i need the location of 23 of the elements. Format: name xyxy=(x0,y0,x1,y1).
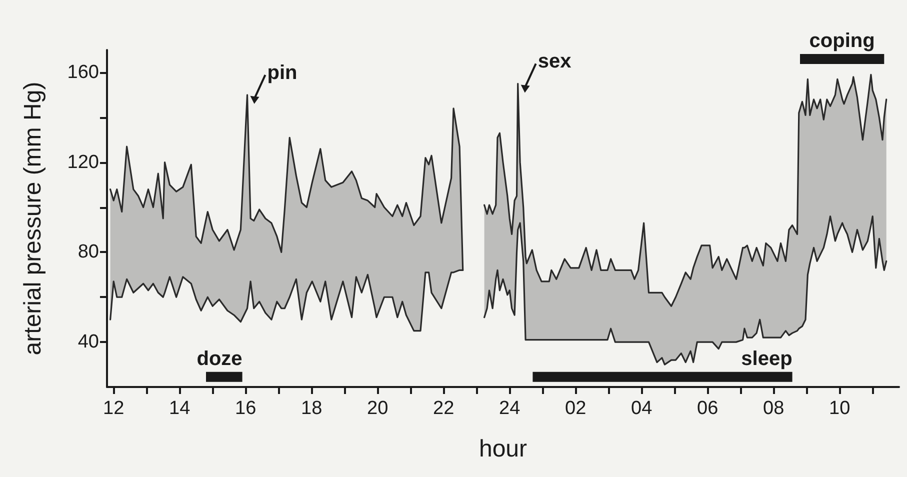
x-tick-label: 02 xyxy=(565,398,586,419)
x-tick-label: 16 xyxy=(235,398,256,419)
x-tick-label: 12 xyxy=(103,398,124,419)
x-tick-label: 06 xyxy=(697,398,718,419)
y-tick-label: 40 xyxy=(78,332,99,353)
series-label: sleep xyxy=(741,348,792,370)
annotation: sex xyxy=(538,50,572,73)
series-label: doze xyxy=(196,348,242,370)
y-tick-label: 160 xyxy=(67,62,99,83)
x-tick-label: 20 xyxy=(367,398,388,419)
x-tick-label: 04 xyxy=(631,398,653,419)
y-axis-title: arterial pressure (mm Hg) xyxy=(20,82,46,356)
x-tick-label: 14 xyxy=(169,398,191,419)
x-tick-label: 22 xyxy=(433,398,454,419)
x-axis-title: hour xyxy=(478,436,528,462)
x-tick-label: 08 xyxy=(763,398,784,419)
x-tick-label: 10 xyxy=(829,398,850,419)
y-tick-label: 80 xyxy=(78,242,99,263)
x-tick-label: 18 xyxy=(301,398,322,419)
y-tick-label: 120 xyxy=(67,152,99,173)
x-tick-label: 24 xyxy=(499,398,521,419)
annotation: pin xyxy=(267,62,298,84)
series-label: coping xyxy=(809,30,875,52)
